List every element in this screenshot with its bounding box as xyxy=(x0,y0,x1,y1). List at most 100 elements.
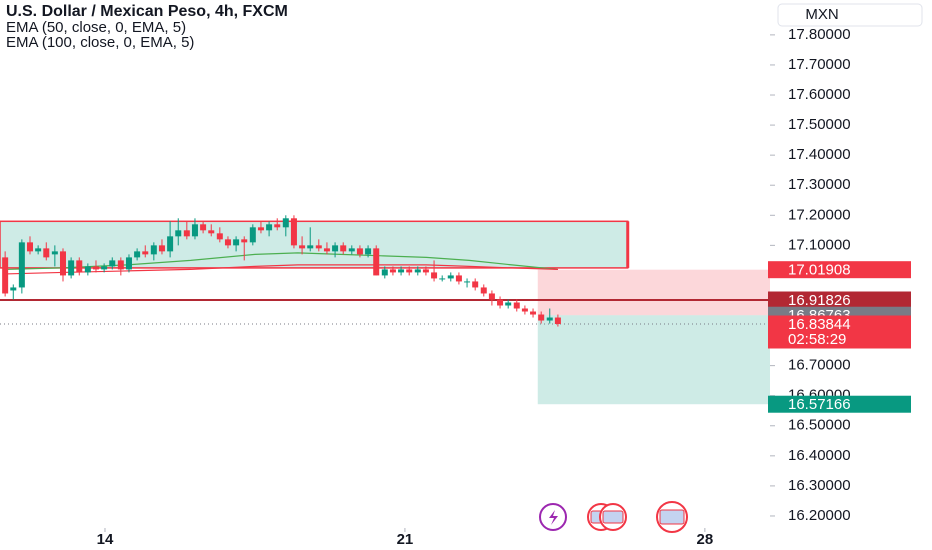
candle-body xyxy=(274,224,281,228)
candle-body xyxy=(538,314,545,321)
currency-box xyxy=(777,3,923,27)
x-tick-label: 14 xyxy=(97,531,114,548)
candle-body xyxy=(290,218,297,246)
candle-body xyxy=(257,227,264,231)
stop-label: 17.01908 xyxy=(788,262,851,279)
y-tick-label: 16.30000 xyxy=(788,477,851,494)
candle-body xyxy=(546,317,553,321)
candle-body xyxy=(356,248,363,255)
candle-body xyxy=(307,245,314,249)
drawings xyxy=(0,220,770,405)
target-label: 16.57166 xyxy=(788,396,851,413)
candle-body xyxy=(530,311,537,315)
candle-body xyxy=(323,248,330,252)
y-tick-label: 17.50000 xyxy=(788,116,851,133)
y-tick-label: 16.40000 xyxy=(788,447,851,464)
ema-line xyxy=(5,252,558,271)
candle-body xyxy=(373,248,380,276)
stop-zone xyxy=(537,269,770,316)
event-icons xyxy=(539,501,688,533)
y-tick-label: 17.10000 xyxy=(788,236,851,253)
last-price-label: 16.83844 xyxy=(788,316,851,333)
candle-body xyxy=(191,224,198,237)
candle-body xyxy=(43,248,50,258)
stop-label-box xyxy=(768,261,911,279)
y-tick-label: 16.50000 xyxy=(788,417,851,434)
candle-body xyxy=(26,242,33,252)
candle-body xyxy=(414,269,421,273)
countdown-label: 02:58:29 xyxy=(788,331,846,348)
candle-body xyxy=(92,266,99,270)
candle-body xyxy=(2,257,9,294)
candle-body xyxy=(299,245,306,249)
flag-icon xyxy=(659,509,685,525)
ema-line xyxy=(5,264,558,275)
candle-body xyxy=(208,230,215,234)
candle-body xyxy=(455,275,462,282)
y-tick-label: 17.40000 xyxy=(788,146,851,163)
candle-body xyxy=(101,266,108,270)
legend-entry: EMA (50, close, 0, EMA, 5) xyxy=(6,19,186,36)
candle-body xyxy=(167,236,174,252)
candle-body xyxy=(332,245,339,252)
candle-body xyxy=(480,287,487,294)
candle-body xyxy=(497,299,504,306)
candle-body xyxy=(266,224,273,231)
candle-body xyxy=(554,317,561,325)
candle-body xyxy=(439,278,446,280)
candle-body xyxy=(389,269,396,273)
legend-entry: EMA (100, close, 0, EMA, 5) xyxy=(6,34,194,51)
candle-body xyxy=(464,281,471,283)
candle-body xyxy=(10,287,17,291)
y-axis: 17.80000 17.70000 17.60000 17.50000 17.40000… xyxy=(770,26,851,524)
candle-body xyxy=(18,242,25,288)
y-tick-label: 17.80000 xyxy=(788,26,851,43)
candles xyxy=(2,215,561,327)
candle-body xyxy=(282,218,289,228)
candle-body xyxy=(175,230,182,237)
y-tick-label: 17.70000 xyxy=(788,56,851,73)
candle-body xyxy=(76,260,83,273)
y-tick-label: 17.20000 xyxy=(788,206,851,223)
candle-body xyxy=(249,227,256,243)
event-icon-glyph xyxy=(549,510,558,525)
candle-body xyxy=(125,257,132,270)
candle-body xyxy=(134,251,141,258)
ema-lines xyxy=(5,252,558,275)
candle-body xyxy=(68,260,75,276)
candle-body xyxy=(513,302,520,309)
candle-body xyxy=(183,230,190,237)
candle-body xyxy=(241,239,248,243)
candle-body xyxy=(109,260,116,267)
candle-body xyxy=(51,251,58,255)
candle-body xyxy=(472,281,479,288)
candle-body xyxy=(348,248,355,252)
candle-body xyxy=(117,260,124,270)
candle-body xyxy=(521,308,528,312)
last-price-box xyxy=(768,315,911,349)
candle-body xyxy=(505,302,512,306)
candle-body xyxy=(59,251,66,276)
candle-body xyxy=(398,269,405,273)
candle-body xyxy=(340,245,347,252)
candle-body xyxy=(381,269,388,276)
y-tick-label: 17.30000 xyxy=(788,176,851,193)
candle-body xyxy=(84,266,91,273)
y-tick-label: 16.70000 xyxy=(788,357,851,374)
y-tick-label: 17.60000 xyxy=(788,86,851,103)
line-label: 16.91826 xyxy=(788,292,851,309)
candle-body xyxy=(406,269,413,273)
candle-body xyxy=(315,245,322,249)
y-tick-label: 16.20000 xyxy=(788,507,851,524)
candle-body xyxy=(158,245,165,252)
chart-title: U.S. Dollar / Mexican Peso, 4h, FXCM xyxy=(6,3,288,20)
line-label-box xyxy=(768,291,911,309)
range-rectangle xyxy=(0,220,629,269)
candle-body xyxy=(233,239,240,246)
price-labels: 17.0190816.9182616.8676316.5716616.83844… xyxy=(768,261,911,413)
candle-body xyxy=(365,248,372,255)
candle-body xyxy=(216,233,223,240)
x-tick-label: 21 xyxy=(397,531,414,548)
candle-body xyxy=(35,248,42,252)
